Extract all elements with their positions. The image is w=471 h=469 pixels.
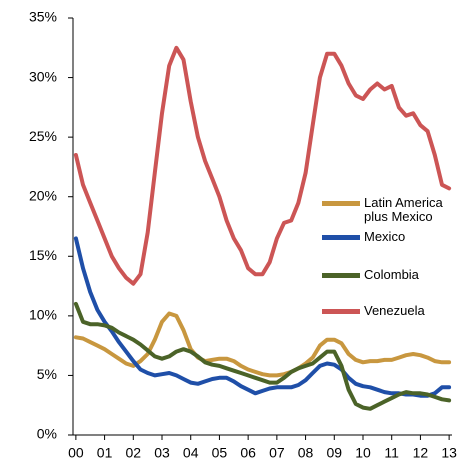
y-tick-label: 30% (29, 68, 57, 84)
y-tick-label: 35% (29, 9, 57, 25)
legend-label: Latin America plus Mexico (364, 195, 443, 224)
legend-item: Colombia (322, 268, 462, 282)
legend-swatch (322, 235, 360, 240)
y-tick-label: 20% (29, 187, 57, 203)
x-tick-label: 09 (326, 445, 342, 461)
legend-label: Colombia (364, 267, 419, 282)
x-tick-label: 11 (384, 445, 399, 461)
x-tick-label: 06 (240, 445, 256, 461)
x-tick-label: 03 (154, 445, 170, 461)
legend-swatch (322, 273, 360, 278)
x-tick-label: 00 (68, 445, 84, 461)
x-tick-label: 04 (183, 445, 199, 461)
x-tick-label: 08 (298, 445, 314, 461)
legend-label: Venezuela (364, 303, 425, 318)
x-tick-label: 02 (126, 445, 142, 461)
legend-item: Latin America plus Mexico (322, 196, 462, 224)
legend-label: Mexico (364, 229, 406, 244)
x-tick-label: 13 (441, 445, 457, 461)
series-line (73, 311, 452, 378)
y-tick-label: 10% (29, 307, 57, 323)
y-tick-label: 5% (37, 366, 57, 382)
y-tick-label: 0% (37, 426, 57, 442)
x-tick-label: 10 (355, 445, 371, 461)
series-line (73, 301, 452, 411)
legend-item: Mexico (322, 230, 462, 244)
x-tick-label: 12 (413, 445, 429, 461)
legend-item: Venezuela (322, 304, 462, 318)
x-tick-label: 05 (212, 445, 228, 461)
legend-swatch (322, 201, 360, 206)
x-tick-label: 01 (97, 445, 113, 461)
legend-swatch (322, 309, 360, 314)
series-line (73, 45, 452, 286)
series-line (73, 236, 452, 398)
y-tick-label: 15% (29, 247, 57, 263)
x-tick-label: 07 (269, 445, 285, 461)
y-tick-label: 25% (29, 128, 57, 144)
